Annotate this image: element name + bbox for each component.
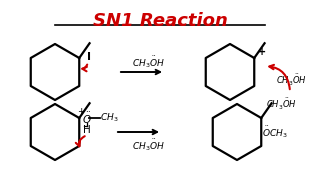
Text: +: + (77, 107, 85, 116)
Text: $\ddot{O}CH_3$: $\ddot{O}CH_3$ (262, 124, 288, 140)
Text: $CH_3\ddot{O}H$: $CH_3\ddot{O}H$ (132, 137, 164, 153)
Text: $CH_3$: $CH_3$ (100, 112, 119, 124)
Text: SN1 Reaction: SN1 Reaction (92, 12, 228, 30)
Text: H: H (84, 125, 91, 135)
Text: $CH_3\ddot{O}H$: $CH_3\ddot{O}H$ (132, 54, 164, 70)
Text: $CH_3\ddot{O}H$: $CH_3\ddot{O}H$ (266, 96, 297, 112)
Text: $CH_3\ddot{O}H$: $CH_3\ddot{O}H$ (276, 72, 307, 88)
Text: I: I (87, 52, 91, 62)
Text: $\ddot{O}$: $\ddot{O}$ (82, 110, 92, 126)
Text: +: + (258, 47, 266, 57)
